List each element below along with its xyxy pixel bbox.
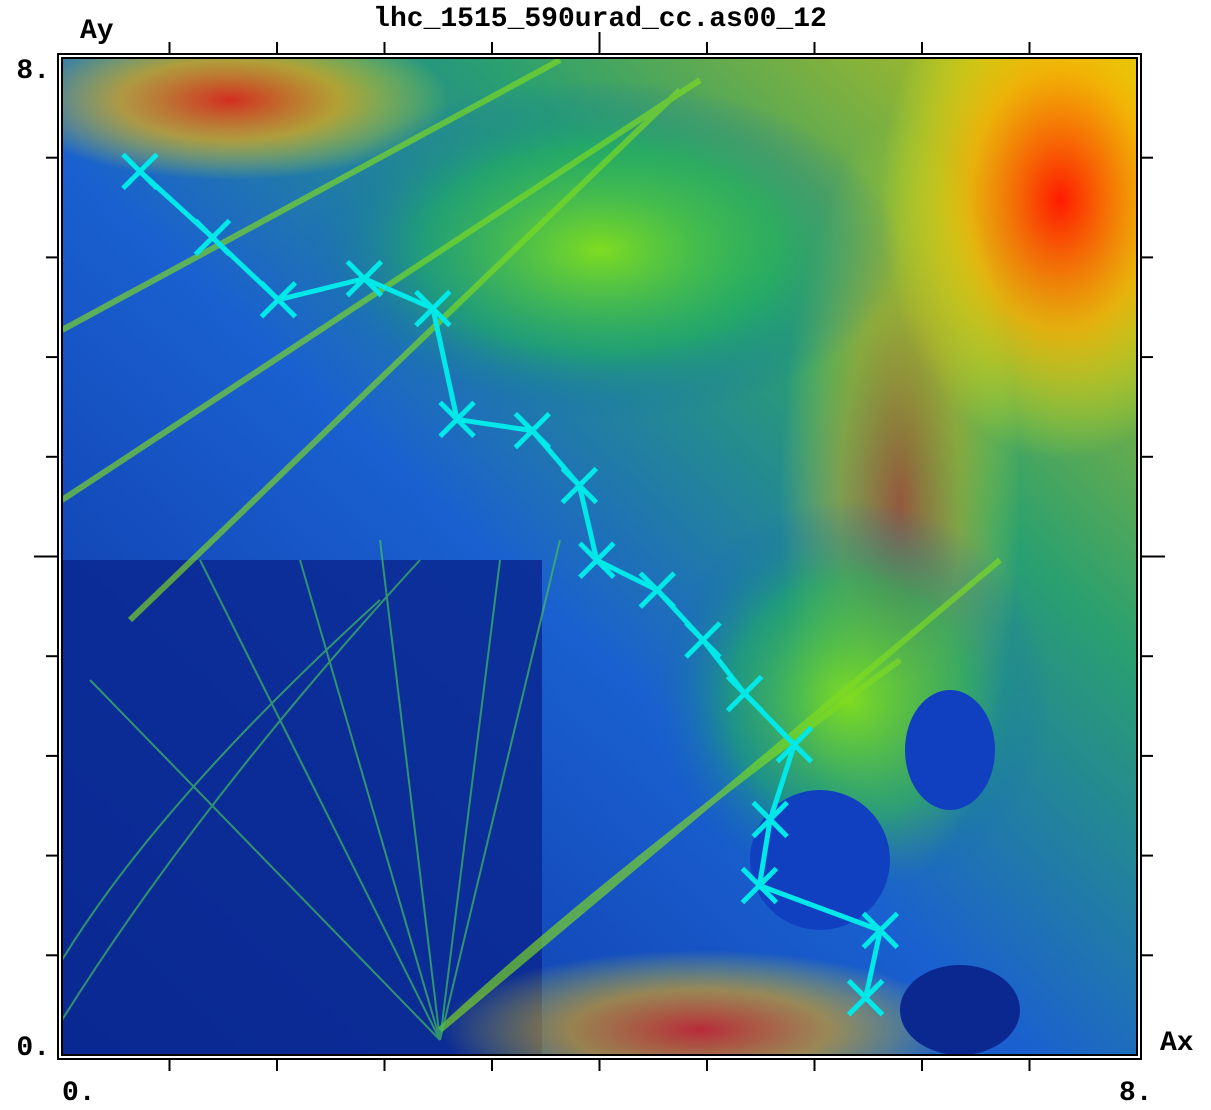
x-marker	[513, 411, 552, 450]
y-tick-label: 0.	[16, 1033, 50, 1064]
x-marker	[259, 281, 298, 319]
x-marker	[414, 289, 452, 328]
x-marker	[740, 866, 779, 905]
x-marker	[684, 621, 722, 659]
x-marker	[861, 911, 900, 950]
x-marker	[725, 674, 764, 713]
map-background	[62, 58, 1137, 1055]
x-tick-label: 0.	[62, 1078, 96, 1109]
chart-title: lhc_1515_590urad_cc.as00_12	[373, 4, 827, 35]
x-marker	[578, 541, 616, 580]
x-marker	[846, 978, 885, 1017]
x-marker	[560, 466, 599, 505]
x-axis-label: Ax	[1160, 1028, 1194, 1059]
x-marker	[438, 400, 476, 439]
x-marker	[193, 218, 232, 257]
x-marker	[121, 152, 159, 191]
x-tick-label: 8.	[1119, 1078, 1153, 1109]
y-tick-label: 8.	[16, 56, 50, 87]
x-marker	[751, 800, 789, 839]
x-marker	[345, 259, 384, 298]
frame	[61, 57, 1138, 1056]
x-marker	[775, 725, 814, 764]
x-marker	[638, 571, 677, 609]
y-axis-label: Ay	[80, 16, 114, 47]
